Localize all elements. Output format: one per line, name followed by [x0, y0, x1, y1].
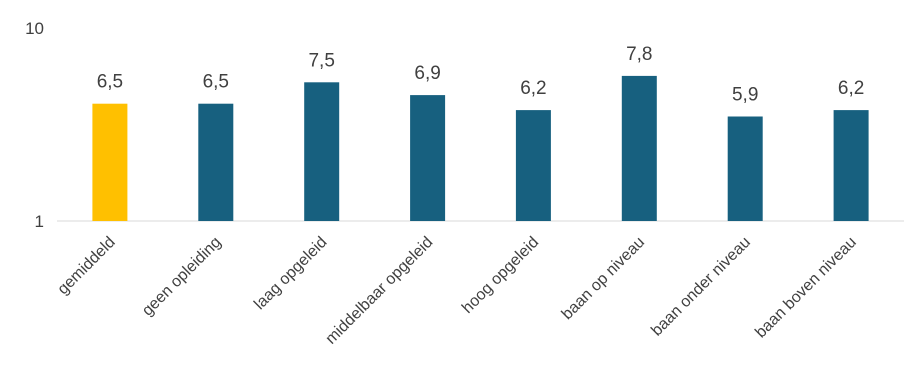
bar-0: [92, 103, 128, 221]
category-label-5: baan op niveau: [559, 234, 648, 323]
data-label-2: 7,5: [308, 50, 334, 71]
bars-group: [92, 75, 869, 222]
category-labels-group: gemiddeld geen opleiding laag opgeleidmidd…: [55, 234, 860, 348]
data-label-3: 6,9: [414, 63, 440, 84]
data-label-0: 6,5: [97, 72, 123, 93]
category-label-0: gemiddeld: [55, 234, 119, 298]
data-label-1: 6,5: [203, 72, 229, 93]
bar-5: [621, 75, 657, 222]
category-label-3: middelbaar opgeleid: [323, 234, 437, 348]
data-labels-group: 6,5 6,5 7,5 6,9 6,2 7,8 5,9 6,2: [97, 44, 865, 106]
bar-6: [727, 116, 763, 221]
y-tick-label-max: 10: [25, 19, 44, 38]
bar-3: [410, 95, 446, 221]
category-label-4: hoog opgeleid: [459, 234, 542, 317]
data-label-5: 7,8: [626, 44, 652, 65]
bar-2: [304, 82, 340, 221]
bar-7: [833, 110, 869, 221]
y-tick-label-min: 1: [35, 212, 44, 231]
category-label-2: laag opgeleid: [251, 234, 330, 313]
bar-4: [515, 110, 551, 221]
data-label-4: 6,2: [520, 78, 546, 99]
data-label-7: 6,2: [838, 78, 864, 99]
category-label-7: baan boven niveau: [752, 234, 860, 342]
data-label-6: 5,9: [732, 85, 758, 106]
bar-1: [198, 103, 234, 221]
category-label-1: geen opleiding: [139, 234, 225, 320]
category-label-6: baan onder niveau: [648, 234, 754, 340]
